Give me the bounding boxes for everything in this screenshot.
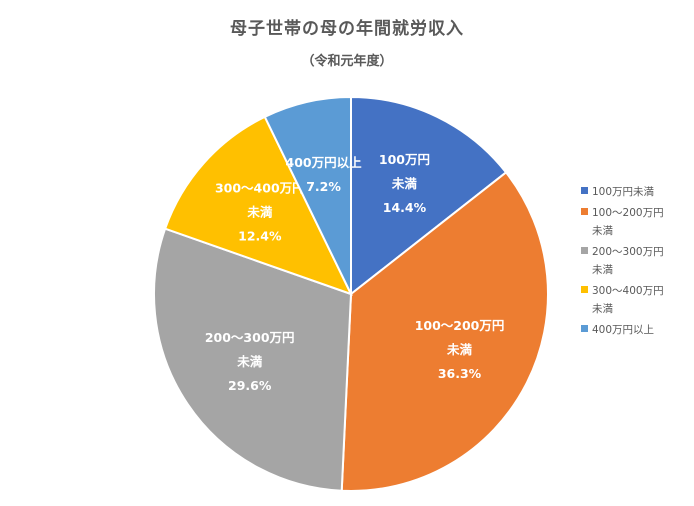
slice-label-under-100: 100万円未満 14.4% xyxy=(379,152,430,215)
legend-label: 400万円以上 xyxy=(592,324,655,336)
pie-slice-under-100 xyxy=(350,95,508,297)
legend: 100万円未満 100〜200万円未満 200〜300万円未満 300〜400万円未満… xyxy=(581,183,691,342)
legend-swatch xyxy=(581,325,588,332)
legend-swatch xyxy=(581,187,588,194)
legend-swatch xyxy=(581,247,588,254)
pie-slice-100-200 xyxy=(340,171,549,492)
legend-item-100-200: 100〜200万円未満 xyxy=(581,204,691,240)
pie-slice-300-400 xyxy=(163,115,353,296)
slice-label-200-300: 200〜300万円未満 29.6% xyxy=(205,330,295,393)
legend-label: 200〜300万円未満 xyxy=(592,246,664,276)
legend-swatch xyxy=(581,286,588,293)
legend-swatch xyxy=(581,208,588,215)
legend-item-300-400: 300〜400万円未満 xyxy=(581,282,691,318)
chart-subtitle: （令和元年度） xyxy=(301,54,393,69)
slice-label-300-400: 300〜400万円未満 12.4% xyxy=(215,181,305,244)
legend-item-under-100: 100万円未満 xyxy=(581,183,691,201)
legend-item-200-300: 200〜300万円未満 xyxy=(581,243,691,279)
slice-label-100-200: 100〜200万円未満 36.3% xyxy=(415,318,505,381)
legend-label: 300〜400万円未満 xyxy=(592,285,664,315)
legend-item-over-400: 400万円以上 xyxy=(581,321,691,339)
legend-label: 100万円未満 xyxy=(592,186,655,198)
slice-label-over-400: 400万円以上 7.2% xyxy=(286,155,363,194)
chart-title: 母子世帯の母の年間就労収入 xyxy=(230,19,464,39)
pie-slice-200-300 xyxy=(153,227,353,492)
legend-label: 100〜200万円未満 xyxy=(592,207,664,237)
pie-slice-over-400 xyxy=(263,95,352,295)
